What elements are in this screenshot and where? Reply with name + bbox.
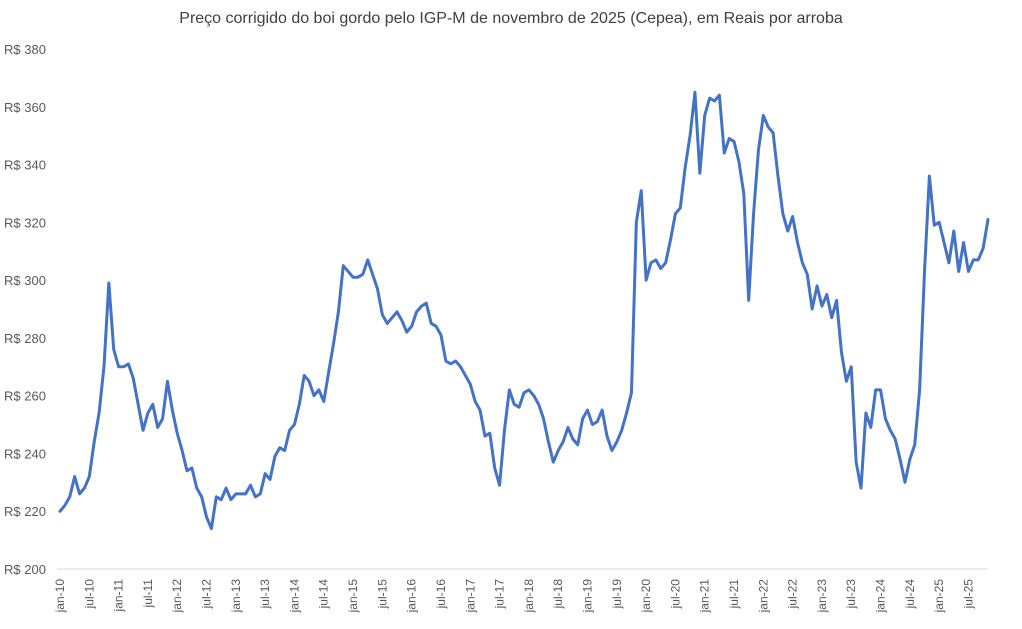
x-tick-label: jul-21	[727, 579, 741, 610]
y-tick-label: R$ 200	[4, 562, 46, 577]
x-tick-label: jan-25	[932, 579, 946, 614]
x-tick-label: jan-22	[756, 579, 770, 614]
x-tick-label: jan-21	[698, 579, 712, 614]
y-axis: R$ 200 R$ 220 R$ 240 R$ 260 R$ 280 R$ 300 R$ 3…	[4, 42, 46, 577]
x-tick-label: jan-12	[170, 579, 184, 614]
x-axis: jan-10 jul-10 jan-11 jul-11 jan-12 jul-12 jan-…	[53, 568, 988, 614]
series-line	[58, 90, 990, 531]
y-tick-label: R$ 320	[4, 215, 46, 230]
x-tick-label: jul-10	[82, 579, 96, 610]
y-tick-label: R$ 220	[4, 504, 46, 519]
x-tick-label: jan-17	[463, 579, 477, 614]
x-tick-label: jul-16	[434, 579, 448, 610]
x-tick-label: jul-25	[961, 579, 975, 610]
chart-title: Preço corrigido do boi gordo pelo IGP-M …	[179, 10, 843, 27]
x-tick-label: jul-18	[551, 579, 565, 610]
x-tick-label: jan-10	[53, 579, 67, 614]
x-tick-label: jul-15	[375, 579, 389, 610]
x-tick-label: jul-14	[317, 579, 331, 610]
y-tick-label: R$ 240	[4, 446, 46, 461]
x-tick-label: jul-23	[844, 579, 858, 610]
x-tick-label: jul-17	[493, 579, 507, 610]
x-tick-label: jan-19	[580, 579, 594, 614]
y-tick-label: R$ 360	[4, 100, 46, 115]
x-tick-label: jul-12	[200, 579, 214, 610]
x-tick-label: jan-16	[405, 579, 419, 614]
y-tick-label: R$ 300	[4, 273, 46, 288]
x-tick-label: jul-22	[786, 579, 800, 610]
x-tick-label: jan-13	[229, 579, 243, 614]
x-tick-label: jan-14	[287, 579, 301, 614]
x-tick-label: jul-24	[903, 579, 917, 610]
x-tick-label: jul-11	[141, 579, 155, 609]
x-tick-label: jul-13	[258, 579, 272, 610]
y-tick-label: R$ 380	[4, 42, 46, 57]
x-tick-label: jul-20	[668, 579, 682, 610]
x-tick-label: jan-11	[112, 579, 126, 613]
x-tick-label: jul-19	[610, 579, 624, 610]
x-tick-label: jan-24	[874, 579, 888, 614]
y-tick-label: R$ 340	[4, 158, 46, 173]
x-tick-label: jan-23	[815, 579, 829, 614]
x-tick-label: jan-18	[522, 579, 536, 614]
x-tick-label: jan-20	[639, 579, 653, 614]
y-tick-label: R$ 260	[4, 389, 46, 404]
y-tick-label: R$ 280	[4, 331, 46, 346]
x-tick-label: jan-15	[346, 579, 360, 614]
series-layer	[58, 90, 990, 531]
